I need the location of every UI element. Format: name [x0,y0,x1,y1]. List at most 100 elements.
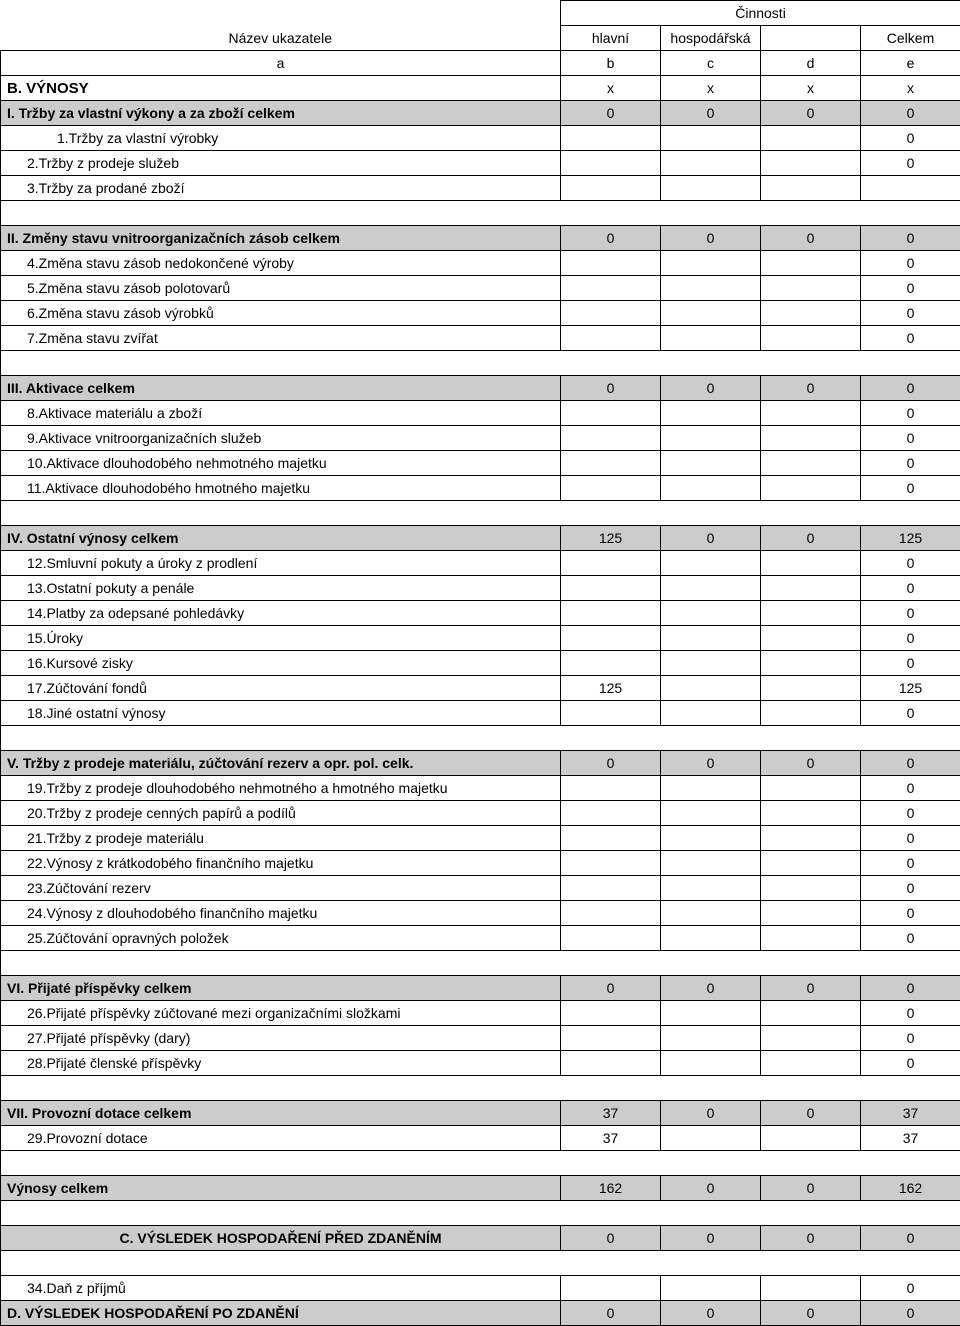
row-label: Výnosy celkem [1,1176,561,1201]
cell-c [661,426,761,451]
cell-d [761,476,861,501]
cell-c: 0 [661,1101,761,1126]
row-label: 29.Provozní dotace [1,1126,561,1151]
cell-c: 0 [661,1226,761,1251]
cell-c [661,476,761,501]
cell-d: 0 [761,1101,861,1126]
cell-e: 0 [861,301,960,326]
row-label: 23.Zúčtování rezerv [1,876,561,901]
cell-e: 0 [861,601,960,626]
header-a: a [1,51,561,76]
cell-b [561,1026,661,1051]
row-label: 22.Výnosy z krátkodobého finančního maje… [1,851,561,876]
cell-b [561,826,661,851]
cell-c: x [661,76,761,101]
cell-b [561,801,661,826]
cell-e: 0 [861,1001,960,1026]
cell-d [761,1276,861,1301]
cell-b: 0 [561,976,661,1001]
cell-e: x [861,76,960,101]
cell-c [661,151,761,176]
cell-e: 0 [861,751,960,776]
cell-c [661,126,761,151]
cell-b [561,1001,661,1026]
cell-b: 125 [561,526,661,551]
cell-b [561,776,661,801]
spacer-row [1,726,960,751]
cell-b: 125 [561,676,661,701]
cell-e: 0 [861,1226,960,1251]
cell-d [761,1051,861,1076]
cell-b [561,1051,661,1076]
cell-e: 0 [861,851,960,876]
cell-e: 0 [861,551,960,576]
cell-d: 0 [761,1226,861,1251]
cell-b [561,926,661,951]
cell-d [761,151,861,176]
cell-b: 0 [561,1226,661,1251]
cell-b [561,626,661,651]
cell-c: 0 [661,376,761,401]
cell-c: 0 [661,976,761,1001]
cell-c [661,651,761,676]
cell-b [561,401,661,426]
cell-d [761,826,861,851]
cell-d [761,451,861,476]
cell-d [761,651,861,676]
cell-e: 0 [861,1301,960,1326]
financial-table: Činnosti Název ukazatele hlavní hospodář… [0,0,960,1326]
cell-b [561,451,661,476]
row-label: I. Tržby za vlastní výkony a za zboží ce… [1,101,561,126]
cell-c [661,1001,761,1026]
cell-c [661,176,761,201]
cell-c [661,251,761,276]
row-label: B. VÝNOSY [1,76,561,101]
cell-e: 0 [861,576,960,601]
cell-b: 0 [561,1301,661,1326]
header-b: b [561,51,661,76]
cell-b [561,176,661,201]
cell-d [761,926,861,951]
cell-d [761,251,861,276]
cell-d: 0 [761,226,861,251]
row-label: 26.Přijaté příspěvky zúčtované mezi orga… [1,1001,561,1026]
cell-d [761,401,861,426]
cell-c [661,276,761,301]
cell-c: 0 [661,1301,761,1326]
row-label: 16.Kursové zisky [1,651,561,676]
cell-e: 0 [861,476,960,501]
cell-e: 0 [861,1276,960,1301]
cell-e: 125 [861,526,960,551]
cell-b [561,301,661,326]
cell-d: 0 [761,1301,861,1326]
cell-c: 0 [661,751,761,776]
cell-c [661,776,761,801]
cell-d: 0 [761,1176,861,1201]
cell-d [761,901,861,926]
blank-corner [1,1,561,26]
cell-e: 37 [861,1101,960,1126]
cell-b [561,151,661,176]
cell-c [661,301,761,326]
spacer-row [1,201,960,226]
row-label: 5.Změna stavu zásob polotovarů [1,276,561,301]
cell-e: 0 [861,401,960,426]
row-label: 25.Zúčtování opravných položek [1,926,561,951]
spacer-row [1,1201,960,1226]
cell-e: 0 [861,626,960,651]
row-label: 24.Výnosy z dlouhodobého finančního maje… [1,901,561,926]
row-label: II. Změny stavu vnitroorganizačních záso… [1,226,561,251]
cell-d [761,1126,861,1151]
cell-b: x [561,76,661,101]
cell-d [761,626,861,651]
cell-d [761,801,861,826]
cell-c [661,901,761,926]
cell-e: 0 [861,801,960,826]
cell-b [561,876,661,901]
row-label: C. VÝSLEDEK HOSPODAŘENÍ PŘED ZDANĚNÍM [1,1226,561,1251]
cell-d [761,551,861,576]
cell-c [661,1126,761,1151]
row-label: 12.Smluvní pokuty a úroky z prodlení [1,551,561,576]
cell-c [661,326,761,351]
cell-b [561,701,661,726]
